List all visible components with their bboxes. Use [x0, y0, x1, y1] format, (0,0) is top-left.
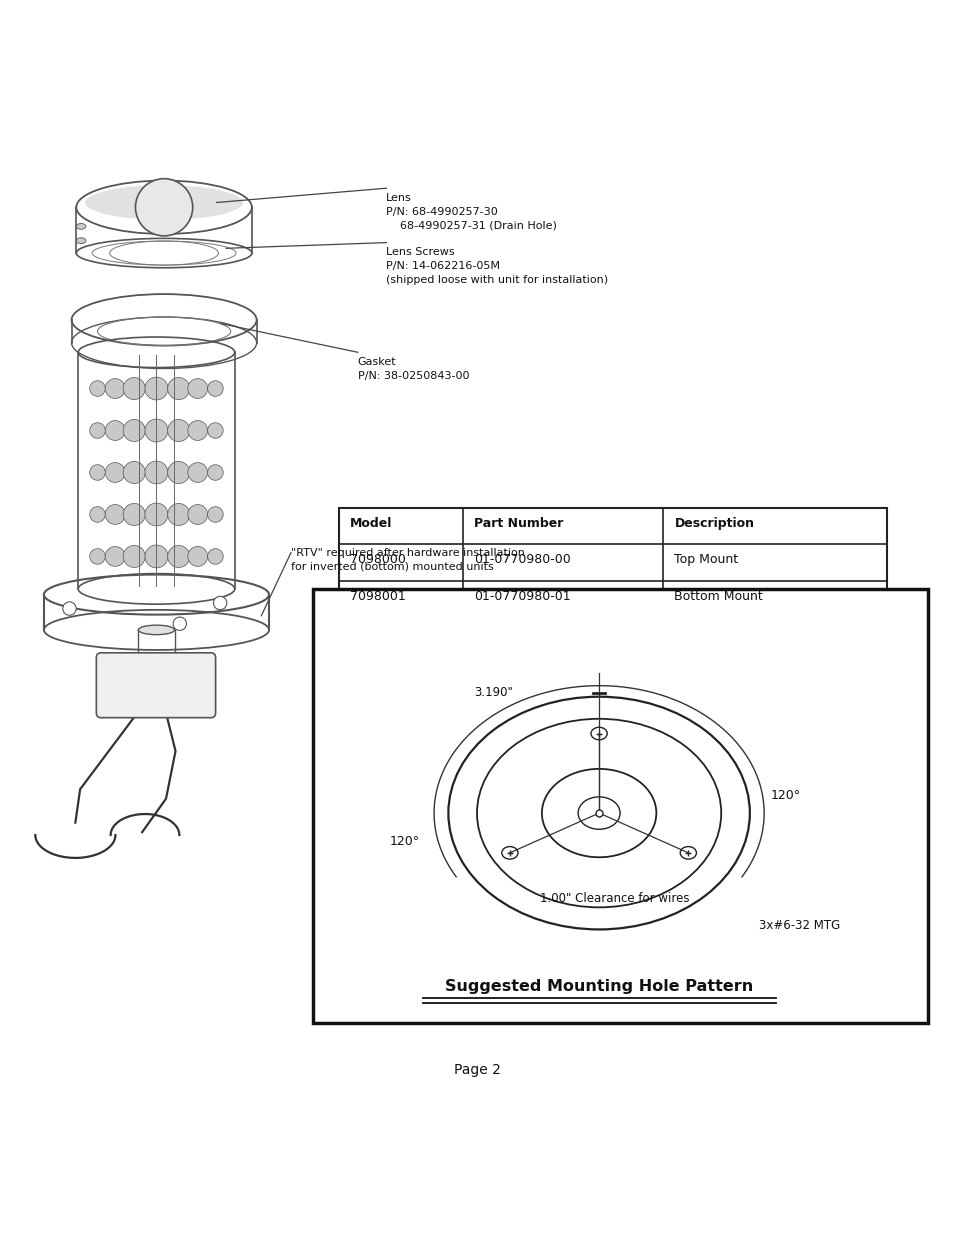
Circle shape	[90, 380, 105, 396]
Circle shape	[105, 463, 125, 483]
Text: 01-0770980-00: 01-0770980-00	[474, 553, 570, 566]
Circle shape	[123, 420, 145, 442]
Circle shape	[168, 420, 190, 442]
Circle shape	[168, 462, 190, 484]
Circle shape	[188, 505, 208, 525]
Circle shape	[208, 422, 223, 438]
Circle shape	[90, 506, 105, 522]
Circle shape	[123, 504, 145, 526]
Circle shape	[90, 548, 105, 564]
Text: Suggested Mounting Hole Pattern: Suggested Mounting Hole Pattern	[444, 979, 753, 994]
Text: Part Number: Part Number	[474, 516, 563, 530]
Text: Lens
P/N: 68-4990257-30
    68-4990257-31 (Drain Hole): Lens P/N: 68-4990257-30 68-4990257-31 (D…	[386, 193, 557, 231]
Circle shape	[168, 546, 190, 567]
Circle shape	[123, 546, 145, 567]
Text: 3.190": 3.190"	[474, 685, 513, 699]
Circle shape	[188, 421, 208, 441]
Bar	[338, 508, 886, 618]
Text: 120°: 120°	[389, 835, 419, 848]
Circle shape	[105, 505, 125, 525]
Text: Lens Screws
P/N: 14-062216-05M
(shipped loose with unit for installation): Lens Screws P/N: 14-062216-05M (shipped …	[386, 247, 608, 285]
Circle shape	[63, 601, 76, 615]
Ellipse shape	[76, 224, 86, 230]
Circle shape	[123, 378, 145, 400]
Text: 1.00" Clearance for wires: 1.00" Clearance for wires	[539, 892, 689, 904]
Ellipse shape	[85, 185, 243, 220]
Ellipse shape	[138, 625, 174, 635]
Circle shape	[105, 379, 125, 399]
Circle shape	[188, 379, 208, 399]
Text: 7098000: 7098000	[350, 553, 406, 566]
Circle shape	[90, 422, 105, 438]
Circle shape	[123, 462, 145, 484]
Bar	[313, 589, 927, 1023]
Circle shape	[188, 547, 208, 567]
FancyBboxPatch shape	[96, 653, 215, 718]
Text: 7098001: 7098001	[350, 590, 405, 603]
Circle shape	[145, 419, 168, 442]
Circle shape	[145, 545, 168, 568]
Text: Bottom Mount: Bottom Mount	[674, 590, 762, 603]
Text: Model: Model	[350, 516, 392, 530]
Text: 3x#6-32 MTG: 3x#6-32 MTG	[759, 919, 840, 931]
Circle shape	[105, 547, 125, 567]
Circle shape	[168, 504, 190, 526]
Text: Description: Description	[674, 516, 754, 530]
Circle shape	[208, 548, 223, 564]
Circle shape	[208, 506, 223, 522]
Ellipse shape	[76, 238, 86, 243]
Circle shape	[172, 618, 186, 630]
Circle shape	[213, 597, 227, 610]
Circle shape	[145, 461, 168, 484]
Text: 120°: 120°	[770, 789, 801, 803]
Text: Page 2: Page 2	[453, 1063, 500, 1077]
Circle shape	[188, 463, 208, 483]
Circle shape	[208, 380, 223, 396]
Text: Top Mount: Top Mount	[674, 553, 738, 566]
Text: 01-0770980-01: 01-0770980-01	[474, 590, 570, 603]
Circle shape	[135, 179, 193, 236]
Circle shape	[145, 377, 168, 400]
Circle shape	[145, 503, 168, 526]
Circle shape	[208, 464, 223, 480]
Text: Gasket
P/N: 38-0250843-00: Gasket P/N: 38-0250843-00	[357, 357, 469, 382]
Text: "RTV" required after hardware installation
for inverted (bottom) mounted units: "RTV" required after hardware installati…	[291, 548, 524, 572]
Circle shape	[168, 378, 190, 400]
Circle shape	[90, 464, 105, 480]
Circle shape	[105, 421, 125, 441]
